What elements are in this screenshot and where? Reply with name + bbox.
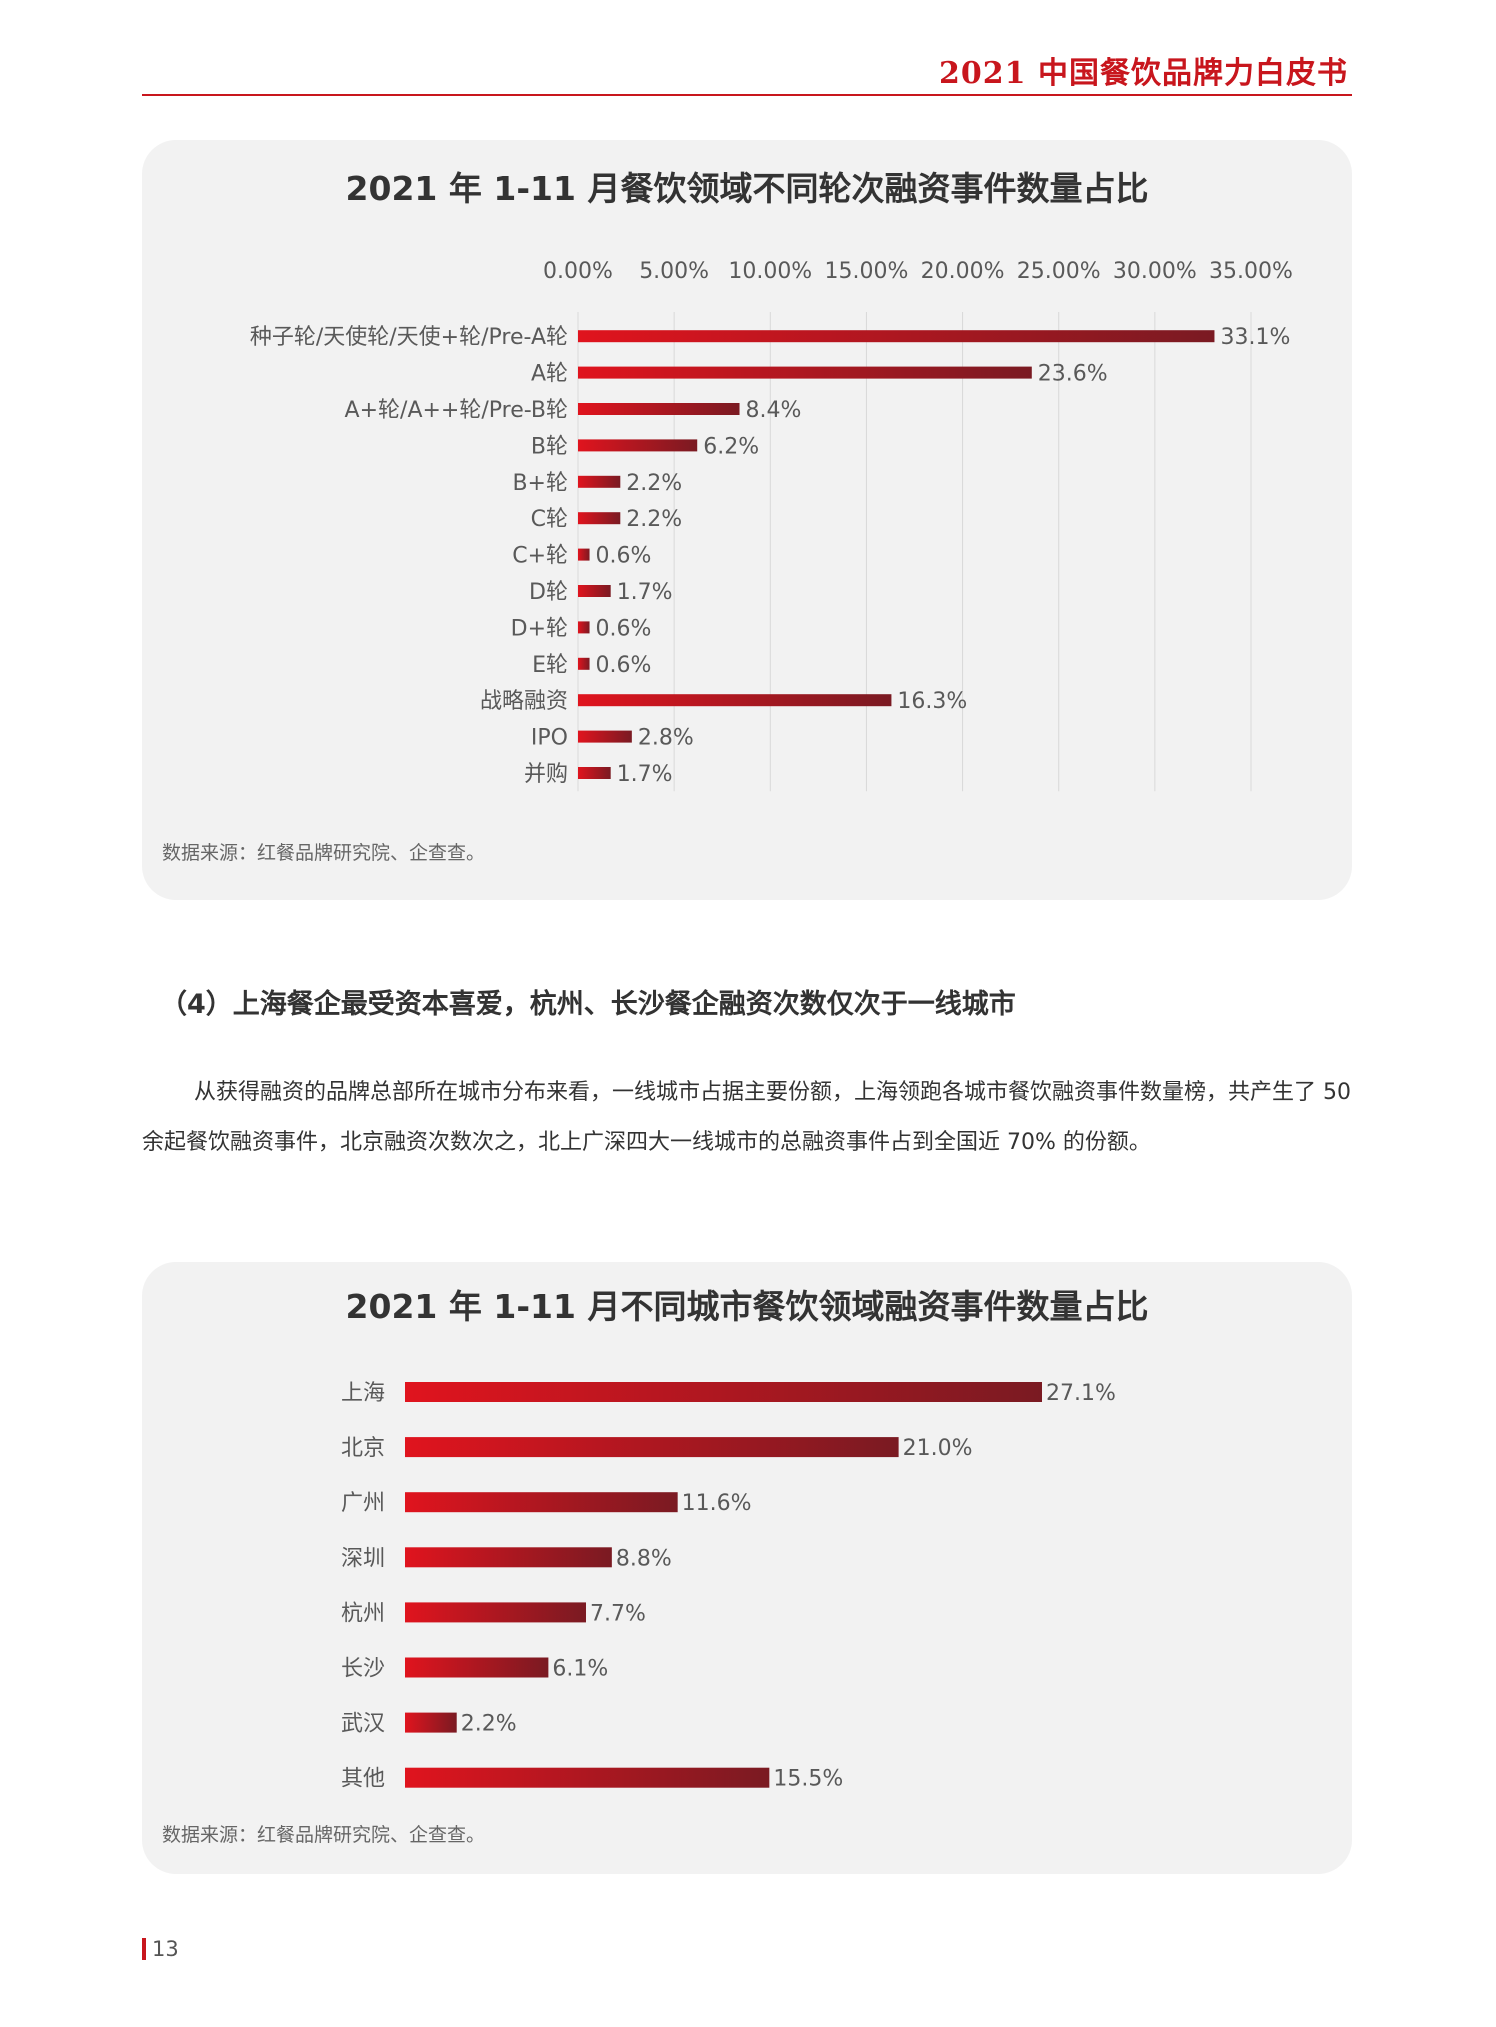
data-label: 7.7%	[590, 1601, 646, 1626]
data-label: 33.1%	[1220, 325, 1290, 350]
data-label: 21.0%	[903, 1436, 973, 1461]
data-label: 27.1%	[1046, 1381, 1116, 1406]
page-number-text: 13	[152, 1937, 179, 1961]
bar	[578, 366, 1032, 379]
category-label: C+轮	[512, 544, 568, 569]
bar	[578, 730, 632, 743]
x-tick-label: 15.00%	[824, 259, 908, 284]
body-paragraph-text: 从获得融资的品牌总部所在城市分布来看，一线城市占据主要份额，上海领跑各城市餐饮融…	[142, 1080, 1351, 1155]
category-label: 其他	[341, 1767, 385, 1792]
bar	[578, 439, 698, 452]
bar	[578, 512, 621, 525]
category-label: D+轮	[511, 616, 568, 641]
category-label: 杭州	[341, 1601, 385, 1626]
document-title: 2021 中国餐饮品牌力白皮书	[939, 56, 1348, 91]
bar	[578, 694, 892, 707]
bar	[405, 1547, 612, 1568]
data-label: 0.6%	[596, 544, 652, 569]
bar	[578, 403, 740, 415]
category-label: E轮	[532, 653, 568, 678]
data-label: 2.2%	[626, 507, 682, 532]
bar	[578, 585, 611, 597]
bar	[405, 1602, 586, 1623]
page-marker	[142, 1938, 146, 1960]
section-heading: （4）上海餐企最受资本喜爱，杭州、长沙餐企融资次数仅次于一线城市	[160, 989, 1016, 1020]
chart-title: 2021 年 1-11 月不同城市餐饮领域融资事件数量占比	[345, 1287, 1149, 1326]
bar	[405, 1492, 678, 1513]
data-label: 6.2%	[703, 434, 759, 459]
category-label: B轮	[531, 434, 568, 459]
x-tick-label: 10.00%	[728, 259, 812, 284]
category-label: 上海	[341, 1381, 385, 1406]
data-label: 6.1%	[552, 1657, 608, 1682]
x-tick-label: 20.00%	[921, 259, 1005, 284]
data-source-note: 数据来源：红餐品牌研究院、企查查。	[162, 842, 486, 864]
x-tick-label: 35.00%	[1209, 259, 1293, 284]
data-label: 8.4%	[746, 398, 802, 423]
bar	[405, 1657, 549, 1678]
bar	[578, 548, 590, 561]
category-label: 北京	[341, 1436, 385, 1461]
category-label: A+轮/A++轮/Pre-B轮	[345, 398, 568, 423]
data-label: 8.8%	[616, 1546, 672, 1571]
data-label: 1.7%	[617, 580, 673, 605]
data-label: 16.3%	[897, 689, 967, 714]
category-label: C轮	[531, 507, 568, 532]
bar	[405, 1437, 899, 1458]
bar	[405, 1767, 770, 1788]
category-label: B+轮	[512, 471, 568, 496]
category-label: D轮	[529, 580, 568, 605]
bar	[405, 1712, 457, 1733]
category-label: 并购	[524, 762, 568, 787]
data-label: 23.6%	[1038, 362, 1108, 387]
category-label: 长沙	[341, 1657, 385, 1682]
data-label: 0.6%	[596, 653, 652, 678]
bar	[578, 621, 590, 634]
data-source-note: 数据来源：红餐品牌研究院、企查查。	[162, 1824, 486, 1846]
category-label: 种子轮/天使轮/天使+轮/Pre-A轮	[250, 325, 568, 350]
header-rule	[142, 94, 1352, 96]
x-tick-label: 30.00%	[1113, 259, 1197, 284]
category-label: 深圳	[341, 1546, 385, 1571]
data-label: 15.5%	[773, 1767, 843, 1792]
bar	[405, 1382, 1042, 1402]
x-tick-label: 25.00%	[1017, 259, 1101, 284]
chart-panel-cities: 2021 年 1-11 月不同城市餐饮领域融资事件数量占比 上海 27.1% 北京 2…	[142, 1262, 1352, 1874]
x-tick-label: 0.00%	[543, 259, 613, 284]
category-label: A轮	[531, 362, 568, 387]
data-label: 1.7%	[617, 762, 673, 787]
body-paragraph: 从获得融资的品牌总部所在城市分布来看，一线城市占据主要份额，上海领跑各城市餐饮融…	[142, 1068, 1354, 1168]
category-label: IPO	[531, 726, 568, 751]
category-label: 广州	[341, 1491, 385, 1516]
bar	[578, 330, 1215, 343]
data-label: 2.2%	[626, 471, 682, 496]
bar	[578, 657, 590, 670]
category-label: 武汉	[341, 1712, 385, 1737]
data-label: 0.6%	[596, 616, 652, 641]
chart-panel-rounds: 2021 年 1-11 月餐饮领域不同轮次融资事件数量占比 0.00% 5.00%…	[142, 140, 1352, 900]
cities-bar-chart: 上海 27.1% 北京 21.0% 广州 11.6% 深圳 8.8% 杭州 7.7% 长沙 6.1% 武…	[341, 1381, 1116, 1792]
page-number: 13	[142, 1937, 179, 1961]
category-label: 战略融资	[480, 689, 568, 714]
data-label: 11.6%	[682, 1491, 752, 1516]
data-label: 2.8%	[638, 726, 694, 751]
chart-title: 2021 年 1-11 月餐饮领域不同轮次融资事件数量占比	[345, 169, 1149, 208]
data-label: 2.2%	[461, 1712, 517, 1737]
rounds-bar-chart: 0.00% 5.00% 10.00% 15.00% 20.00% 25.00% 30.00%…	[250, 259, 1293, 792]
x-tick-label: 5.00%	[639, 259, 709, 284]
bar	[578, 475, 621, 488]
bar	[578, 767, 611, 779]
